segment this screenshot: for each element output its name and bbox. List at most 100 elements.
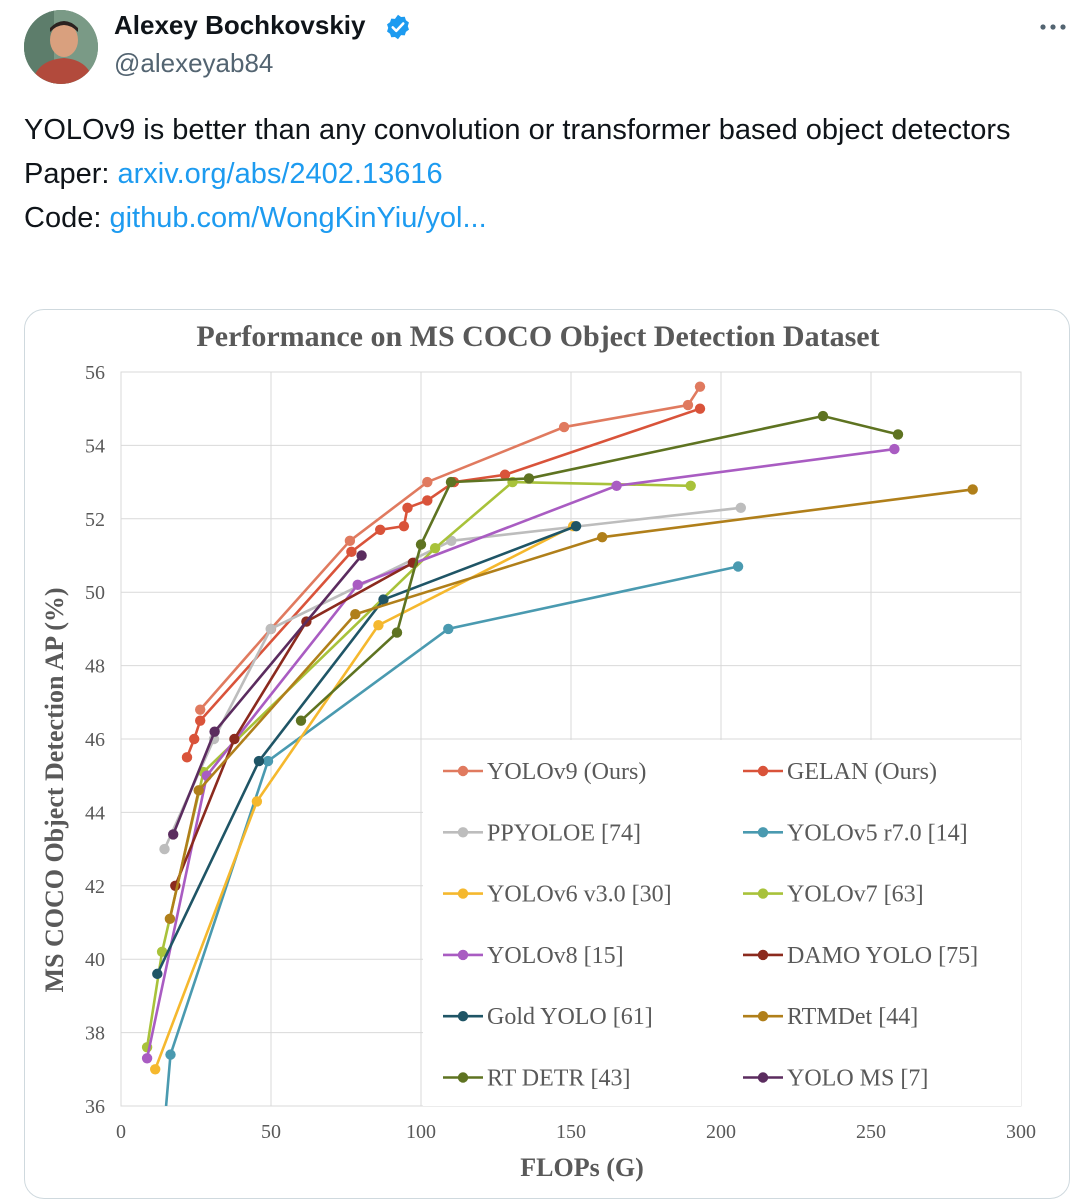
media-card[interactable]: Performance on MS COCO Object Detection … bbox=[24, 309, 1070, 1199]
x-axis-label: FLOPs (G) bbox=[520, 1153, 644, 1182]
x-tick-label: 50 bbox=[261, 1121, 281, 1143]
paper-link[interactable]: arxiv.org/abs/2402.13616 bbox=[117, 158, 443, 190]
data-point bbox=[156, 946, 168, 958]
y-tick-label: 54 bbox=[85, 435, 105, 457]
chart-series bbox=[141, 381, 978, 1129]
data-point bbox=[391, 627, 403, 638]
data-point bbox=[189, 733, 200, 745]
data-point bbox=[499, 469, 511, 480]
data-point bbox=[685, 480, 696, 491]
y-tick-label: 48 bbox=[85, 656, 105, 678]
y-tick-label: 50 bbox=[85, 582, 105, 604]
data-point bbox=[346, 546, 357, 558]
legend-label: RT DETR [43] bbox=[487, 1066, 630, 1092]
data-point bbox=[892, 429, 904, 440]
legend-swatch-marker bbox=[757, 949, 769, 961]
legend-box bbox=[423, 740, 1021, 1106]
data-point bbox=[373, 620, 384, 631]
data-point bbox=[209, 726, 220, 737]
data-point bbox=[443, 623, 454, 635]
y-tick-label: 38 bbox=[85, 1023, 105, 1045]
author-name[interactable]: Alexey Bochkovskiy bbox=[114, 10, 366, 40]
y-tick-label: 42 bbox=[85, 876, 105, 898]
data-point bbox=[253, 755, 265, 767]
chart-title: Performance on MS COCO Object Detection … bbox=[196, 320, 879, 353]
code-link[interactable]: github.com/WongKinYiu/yol... bbox=[109, 202, 487, 234]
legend-swatch-marker bbox=[457, 827, 469, 838]
tweet-text: YOLOv9 is better than any convolution or… bbox=[24, 108, 1054, 240]
legend-swatch-marker bbox=[757, 1011, 769, 1022]
data-point bbox=[181, 752, 193, 763]
data-point bbox=[159, 843, 170, 855]
x-tick-label: 0 bbox=[116, 1121, 126, 1143]
data-point bbox=[375, 524, 386, 536]
data-point bbox=[193, 785, 204, 796]
legend-swatch-marker bbox=[457, 949, 469, 961]
tweet-body: YOLOv9 is better than any convolution or… bbox=[24, 114, 1011, 146]
series-line-7 bbox=[174, 561, 414, 887]
data-point bbox=[694, 403, 706, 414]
legend-label: YOLOv6 v3.0 [30] bbox=[487, 882, 672, 908]
x-tick-label: 150 bbox=[556, 1121, 586, 1143]
data-point bbox=[152, 968, 163, 980]
data-point bbox=[732, 561, 744, 572]
y-tick-label: 44 bbox=[85, 802, 105, 824]
data-point bbox=[195, 715, 206, 726]
data-point bbox=[295, 715, 307, 726]
avatar[interactable] bbox=[24, 10, 98, 84]
legend-label: YOLO MS [7] bbox=[787, 1066, 928, 1092]
data-point bbox=[159, 1119, 169, 1129]
data-point bbox=[445, 476, 457, 488]
data-point bbox=[735, 502, 746, 513]
data-point bbox=[356, 550, 367, 561]
data-point bbox=[352, 579, 363, 591]
data-point bbox=[817, 410, 829, 422]
data-point bbox=[889, 443, 900, 455]
data-point bbox=[168, 829, 179, 840]
data-point bbox=[141, 1053, 153, 1064]
y-tick-label: 40 bbox=[85, 949, 105, 971]
data-point bbox=[164, 913, 176, 925]
data-point bbox=[150, 1064, 161, 1075]
chart-axes: 0 50 100 150 200 250 300 36 38 40 42 44 46 48 50 52 54 56 bbox=[85, 362, 1036, 1143]
data-point bbox=[262, 755, 274, 767]
x-tick-label: 200 bbox=[706, 1121, 736, 1143]
data-point bbox=[398, 520, 410, 532]
data-point bbox=[378, 594, 389, 605]
data-point bbox=[402, 502, 413, 513]
data-point bbox=[229, 733, 240, 745]
avatar-image bbox=[24, 10, 98, 84]
legend-label: PPYOLOE [74] bbox=[487, 820, 641, 846]
legend-swatch-marker bbox=[457, 765, 469, 777]
verified-badge-icon bbox=[387, 14, 409, 40]
data-point bbox=[422, 495, 433, 506]
data-point bbox=[429, 542, 441, 554]
data-point bbox=[344, 535, 356, 547]
legend-label: YOLOv7 [63] bbox=[787, 882, 924, 908]
legend-label: DAMO YOLO [75] bbox=[787, 943, 978, 969]
data-point bbox=[523, 473, 535, 484]
y-tick-label: 36 bbox=[85, 1096, 105, 1118]
legend-swatch-marker bbox=[457, 1072, 469, 1083]
paper-label: Paper: bbox=[24, 158, 118, 190]
data-point bbox=[422, 476, 433, 488]
series-line-8 bbox=[156, 524, 577, 975]
legend-label: RTMDet [44] bbox=[787, 1004, 918, 1030]
data-point bbox=[558, 421, 570, 433]
legend-swatch-marker bbox=[757, 827, 769, 838]
y-axis-label: MS COCO Object Detection AP (%) bbox=[40, 587, 69, 992]
y-tick-label: 46 bbox=[85, 729, 105, 751]
y-tick-label: 56 bbox=[85, 362, 105, 384]
data-point bbox=[694, 381, 706, 392]
data-point bbox=[195, 704, 206, 715]
data-point bbox=[597, 531, 608, 543]
chart-legend: YOLOv9 (Ours) GELAN (Ours) PPYOLOE [74] YOL… bbox=[423, 740, 1021, 1106]
author-handle[interactable]: @alexeyab84 bbox=[114, 48, 274, 78]
code-line: Code: github.com/WongKinYiu/yol... bbox=[24, 196, 1054, 240]
more-options-icon[interactable] bbox=[1036, 12, 1070, 42]
paper-line: Paper: arxiv.org/abs/2402.13616 bbox=[24, 152, 1054, 196]
legend-swatch-marker bbox=[457, 888, 469, 899]
legend-swatch-marker bbox=[457, 1011, 469, 1022]
data-point bbox=[415, 539, 427, 550]
legend-label: YOLOv8 [15] bbox=[487, 943, 624, 969]
